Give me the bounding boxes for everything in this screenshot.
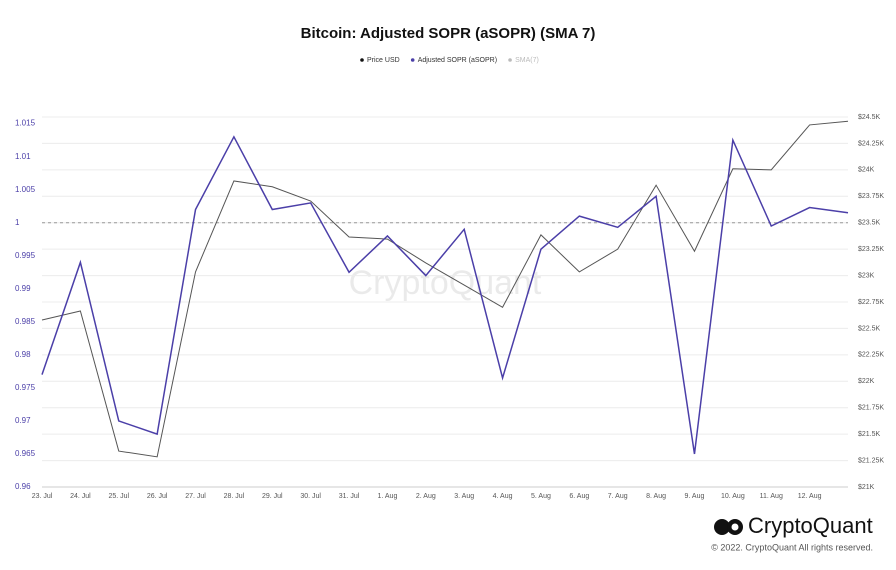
- series-line: [41, 120, 849, 458]
- y-tick-label: 1: [15, 218, 20, 227]
- y2-tick-label: $21.75K: [858, 405, 884, 412]
- y2-tick-label: $23.25K: [858, 246, 884, 253]
- y-tick-label: 0.97: [15, 416, 31, 425]
- x-tick-label: 5. Aug: [531, 493, 551, 500]
- y2-tick-label: $21.5K: [858, 431, 881, 438]
- x-tick-label: 29. Jul: [262, 493, 283, 500]
- x-tick-label: 4. Aug: [493, 493, 513, 500]
- legend-label: Price USD: [367, 57, 400, 64]
- x-tick-label: 23. Jul: [32, 493, 53, 500]
- y-tick-label: 0.985: [15, 317, 36, 326]
- x-tick-label: 11. Aug: [760, 493, 783, 500]
- x-tick-label: 26. Jul: [147, 493, 168, 500]
- y2-tick-label: $22.5K: [858, 325, 881, 332]
- x-tick-label: 10. Aug: [721, 493, 745, 500]
- y-tick-label: 1.01: [15, 152, 31, 161]
- y2-tick-label: $23.5K: [858, 220, 881, 227]
- y2-tick-label: $24.5K: [858, 114, 881, 121]
- y-tick-label: 0.98: [15, 350, 31, 359]
- y2-tick-label: $23K: [858, 272, 875, 279]
- y-tick-label: 0.99: [15, 284, 31, 293]
- x-tick-label: 31. Jul: [339, 493, 360, 500]
- x-tick-label: 25. Jul: [108, 493, 129, 500]
- y-tick-label: 0.965: [15, 449, 36, 458]
- y2-tick-label: $22.75K: [858, 299, 884, 306]
- legend-label: SMA(7): [515, 57, 539, 64]
- y2-tick-label: $24K: [858, 167, 875, 174]
- y2-tick-label: $22K: [858, 378, 875, 385]
- y-tick-label: 1.005: [15, 185, 36, 194]
- footer-brand: CryptoQuant: [748, 513, 873, 538]
- legend-marker: [360, 58, 364, 62]
- y2-tick-label: $21K: [858, 484, 875, 491]
- series-line: [41, 135, 849, 455]
- y-tick-label: 0.96: [15, 482, 31, 491]
- y2-tick-label: $24.25K: [858, 140, 884, 147]
- footer-copyright: © 2022. CryptoQuant All rights reserved.: [711, 542, 873, 552]
- legend-marker: [410, 58, 415, 62]
- x-tick-label: 2. Aug: [416, 493, 436, 500]
- y-tick-label: 1.015: [15, 119, 36, 128]
- x-tick-label: 9. Aug: [685, 493, 705, 500]
- legend-label: Adjusted SOPR (aSOPR): [418, 57, 497, 64]
- x-tick-label: 27. Jul: [185, 493, 206, 500]
- x-tick-label: 24. Jul: [70, 493, 91, 500]
- watermark: CryptoQuant: [349, 264, 542, 302]
- x-tick-label: 28. Jul: [224, 493, 245, 500]
- y-tick-label: 0.995: [15, 251, 36, 260]
- footer-logo: [714, 519, 743, 535]
- y2-tick-label: $23.75K: [858, 193, 884, 200]
- chart-title: Bitcoin: Adjusted SOPR (aSOPR) (SMA 7): [301, 25, 596, 42]
- x-tick-label: 12. Aug: [798, 493, 822, 500]
- x-tick-label: 1. Aug: [377, 493, 397, 500]
- x-tick-label: 6. Aug: [569, 493, 589, 500]
- y2-tick-label: $21.25K: [858, 457, 884, 464]
- x-tick-label: 7. Aug: [608, 493, 628, 500]
- x-tick-label: 3. Aug: [454, 493, 474, 500]
- y-tick-label: 0.975: [15, 383, 36, 392]
- x-tick-label: 30. Jul: [300, 493, 321, 500]
- x-tick-label: 8. Aug: [646, 493, 666, 500]
- y2-tick-label: $22.25K: [858, 352, 884, 359]
- legend-marker: [508, 58, 512, 62]
